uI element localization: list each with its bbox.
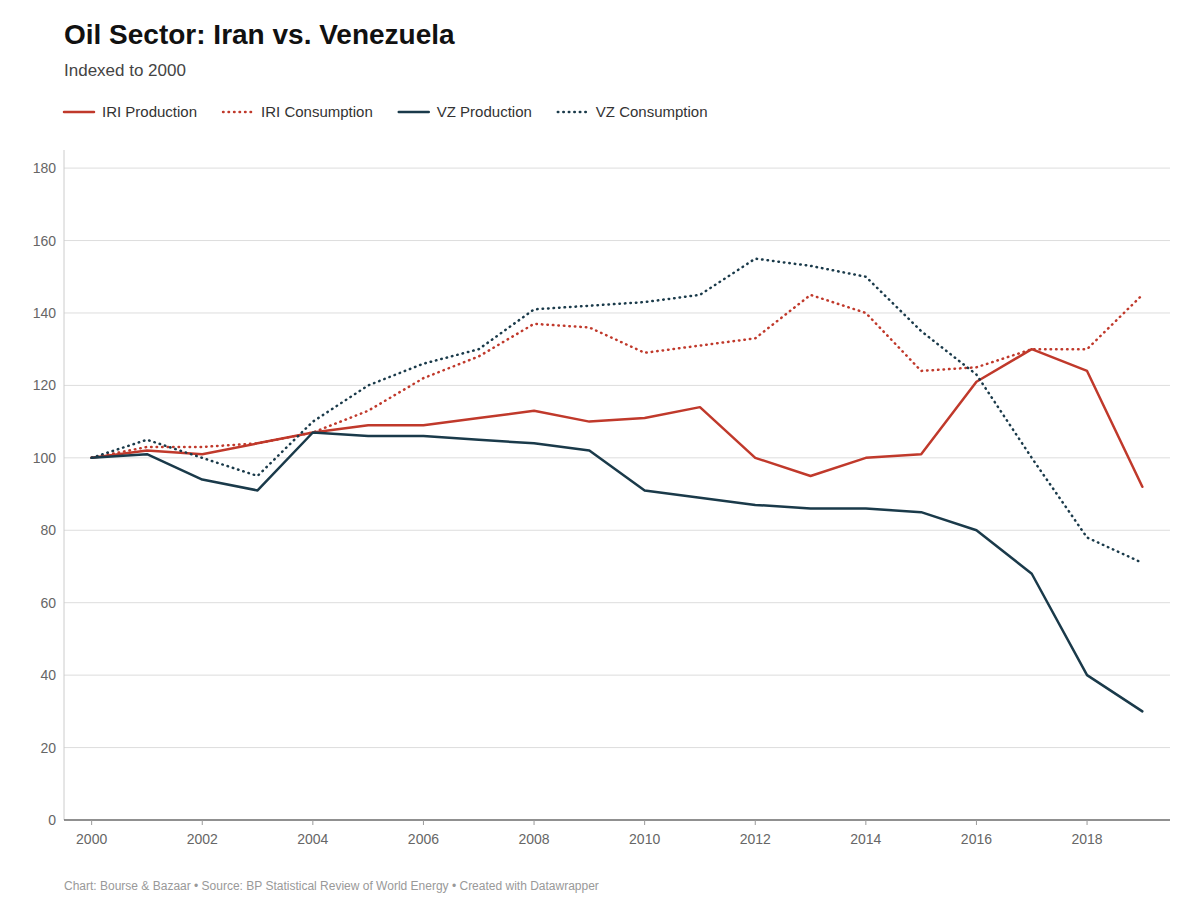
background <box>0 0 1200 907</box>
x-tick <box>534 820 535 825</box>
x-tick <box>202 820 203 825</box>
x-tick-label: 2012 <box>740 831 771 847</box>
legend-swatch <box>399 111 429 114</box>
series-line <box>92 349 1143 487</box>
footer: Chart: Bourse & Bazaar • Source: BP Stat… <box>64 879 599 893</box>
x-tick-label: 2004 <box>297 831 328 847</box>
title: Oil Sector: Iran vs. Venezuela <box>64 19 455 50</box>
y-tick-label: 80 <box>40 522 56 538</box>
series-line <box>92 295 1143 458</box>
x-tick <box>1087 820 1088 825</box>
x-tick <box>91 820 92 825</box>
x-axis-line <box>64 820 1170 821</box>
legend-label: VZ Consumption <box>596 103 708 120</box>
y-tick-label: 60 <box>40 595 56 611</box>
x-tick <box>423 820 424 825</box>
grid-line <box>64 820 1170 821</box>
y-grid <box>64 168 1170 820</box>
series-line <box>92 259 1143 563</box>
x-tick-label: 2002 <box>187 831 218 847</box>
grid-line <box>64 675 1170 676</box>
x-tick <box>312 820 313 825</box>
x-tick <box>644 820 645 825</box>
lines <box>92 259 1143 712</box>
y-axis-line <box>64 150 65 820</box>
y-tick-label: 0 <box>48 812 56 828</box>
grid-line <box>64 168 1170 169</box>
grid-line <box>64 457 1170 458</box>
grid-line <box>64 240 1170 241</box>
legend-swatch <box>223 111 253 114</box>
chart: Oil Sector: Iran vs. Venezuela Indexed to… <box>0 0 1200 907</box>
x-tick-label: 2016 <box>961 831 992 847</box>
grid-line <box>64 385 1170 386</box>
y-tick-label: 120 <box>33 377 57 393</box>
y-tick-label: 160 <box>33 233 57 249</box>
legend-label: IRI Consumption <box>261 103 373 120</box>
legend-swatch <box>64 111 94 114</box>
legend-label: IRI Production <box>102 103 197 120</box>
grid-line <box>64 312 1170 313</box>
y-tick-label: 40 <box>40 667 56 683</box>
x-tick-label: 2010 <box>629 831 660 847</box>
grid-line <box>64 747 1170 748</box>
grid-line <box>64 602 1170 603</box>
x-tick <box>976 820 977 825</box>
x-tick-label: 2014 <box>850 831 881 847</box>
legend-swatch <box>558 111 588 114</box>
legend-label: VZ Production <box>437 103 532 120</box>
x-tick <box>865 820 866 825</box>
legend: IRI Production IRI Consumption VZ Producti… <box>64 103 708 120</box>
x-tick-label: 2006 <box>408 831 439 847</box>
x-tick-label: 2000 <box>76 831 107 847</box>
y-tick-label: 20 <box>40 740 56 756</box>
x-tick <box>755 820 756 825</box>
subtitle: Indexed to 2000 <box>64 61 186 80</box>
y-tick-label: 100 <box>33 450 57 466</box>
y-tick-label: 140 <box>33 305 57 321</box>
grid-line <box>64 530 1170 531</box>
y-tick-label: 180 <box>33 160 57 176</box>
x-tick-label: 2008 <box>518 831 549 847</box>
x-tick-label: 2018 <box>1071 831 1102 847</box>
